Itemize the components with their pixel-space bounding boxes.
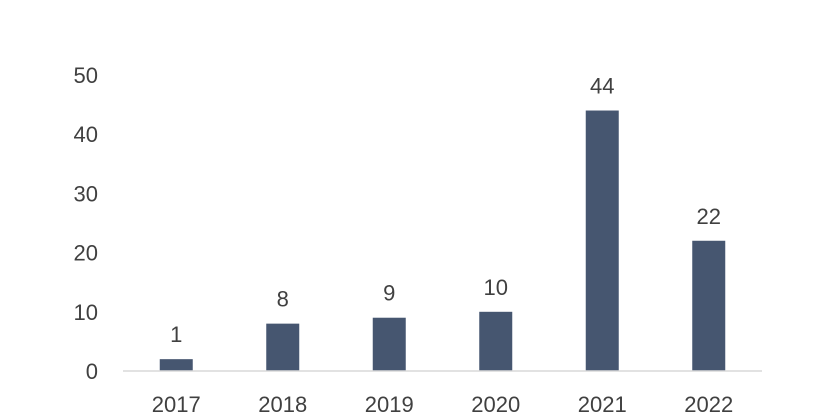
bar-2022	[692, 240, 726, 371]
x-tick-label-2018: 2018	[258, 392, 307, 414]
x-tick-label-2017: 2017	[152, 392, 201, 414]
x-tick-label-2019: 2019	[365, 392, 414, 414]
data-label-2020: 10	[484, 275, 508, 300]
y-tick-label: 20	[74, 241, 98, 266]
y-tick-label: 40	[74, 122, 98, 147]
data-label-2018: 8	[277, 287, 289, 312]
y-tick-label: 10	[74, 300, 98, 325]
x-axis-category-labels: 2017 2018 2019 2020 2021 2022	[152, 392, 733, 414]
y-tick-label: 50	[74, 63, 98, 88]
data-label-2017: 1	[170, 322, 182, 347]
y-tick-label: 0	[86, 359, 98, 384]
bar-2019	[372, 317, 406, 371]
x-tick-label-2020: 2020	[471, 392, 520, 414]
data-label-2019: 9	[383, 281, 395, 306]
data-labels: 1 8 9 10 44 22	[170, 74, 721, 348]
bar-2021	[585, 110, 619, 372]
data-label-2021: 44	[590, 74, 614, 99]
bar-2020	[479, 311, 513, 371]
y-tick-label: 30	[74, 181, 98, 206]
bar-2018	[266, 323, 300, 371]
data-label-2022: 22	[697, 204, 721, 229]
bar-series	[159, 110, 726, 372]
bar-2017	[159, 359, 193, 371]
x-tick-label-2021: 2021	[578, 392, 627, 414]
y-axis-ticks: 0 10 20 30 40 50	[74, 63, 98, 384]
x-tick-label-2022: 2022	[684, 392, 733, 414]
